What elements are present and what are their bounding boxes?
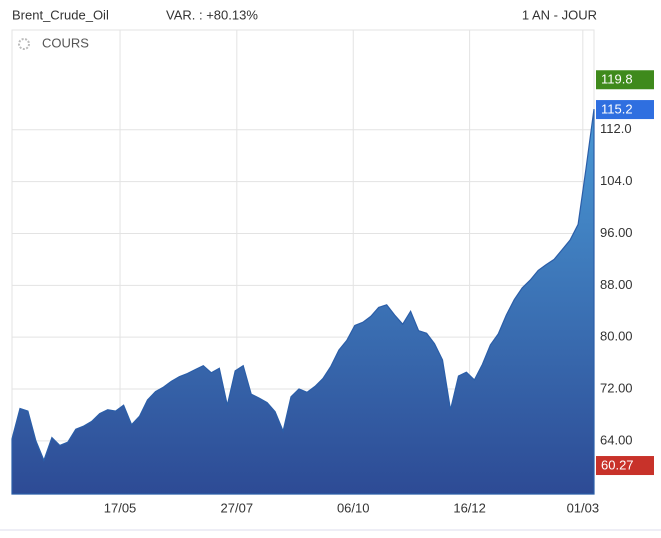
chart-title: Brent_Crude_Oil — [12, 7, 109, 22]
price-badge-label: 119.8 — [601, 72, 633, 87]
price-badge-label: 115.2 — [601, 101, 633, 116]
x-tick-label: 16/12 — [453, 500, 486, 515]
price-badge — [596, 456, 654, 476]
change: VAR. : +80.13% — [166, 7, 258, 22]
period: 1 AN - JOUR — [522, 7, 597, 22]
area — [11, 109, 595, 495]
x-tick-label: 06/10 — [337, 500, 370, 515]
y-tick-label: 80.00 — [600, 329, 633, 344]
y-tick-label: 96.00 — [600, 225, 633, 240]
y-tick-label: 112.0 — [600, 121, 632, 136]
y-tick-label: 72.00 — [600, 380, 633, 395]
x-tick-label: 17/05 — [104, 500, 137, 515]
price-badge — [596, 70, 654, 90]
y-tick-label: 104.0 — [600, 173, 633, 188]
y-tick-label: 88.00 — [600, 277, 633, 292]
legend-label: COURS — [42, 35, 89, 50]
x-tick-label: 01/03 — [567, 500, 600, 515]
price-badge-label: 60.27 — [601, 457, 634, 472]
y-tick-label: 64.00 — [600, 432, 633, 447]
gear-icon — [18, 38, 30, 50]
price-badge — [596, 100, 654, 120]
x-tick-label: 27/07 — [221, 500, 254, 515]
